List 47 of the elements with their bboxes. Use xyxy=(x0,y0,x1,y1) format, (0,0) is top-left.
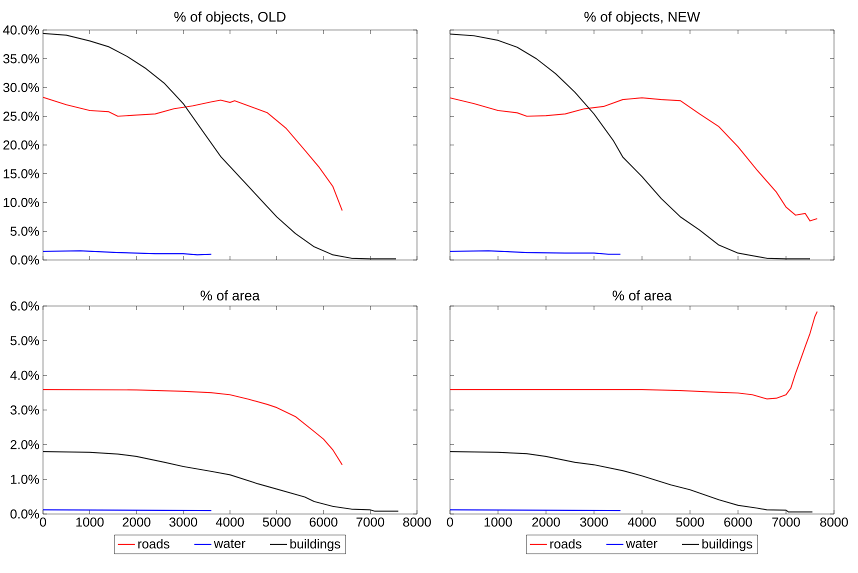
legend-label: roads xyxy=(138,538,170,548)
x-tick-label: 2000 xyxy=(122,518,150,527)
y-tick-label: 6.0% xyxy=(10,301,40,311)
y-tick-label: 0.0% xyxy=(10,255,40,265)
x-tick-label: 1000 xyxy=(76,518,104,527)
y-tick-label: 30.0% xyxy=(3,82,40,92)
x-tick-label: 0 xyxy=(446,518,454,527)
line-series xyxy=(43,96,343,212)
x-tick-label: 0 xyxy=(40,518,46,527)
x-tick-label: 7000 xyxy=(356,518,384,527)
y-tick-label: 5.0% xyxy=(10,336,40,346)
chart-title: % of area xyxy=(612,290,672,300)
chart-title: % of objects, NEW xyxy=(584,11,700,24)
y-tick-label: 10.0% xyxy=(4,198,40,208)
y-tick-label: 25.0% xyxy=(3,112,40,121)
x-tick-label: 3000 xyxy=(580,518,608,527)
y-tick-label: 0.0% xyxy=(10,509,40,519)
chart-title: % of area xyxy=(200,290,260,300)
legend-label: buildings xyxy=(290,538,340,552)
line-series xyxy=(43,451,399,512)
x-tick-label: 4000 xyxy=(628,518,656,527)
x-tick-label: 3000 xyxy=(169,518,198,527)
chart-title: % of objects, OLD xyxy=(174,11,286,24)
y-tick-label: 15.0% xyxy=(4,169,40,178)
y-tick-label: 5.0% xyxy=(10,226,40,236)
line-series xyxy=(43,389,343,466)
x-tick-label: 8000 xyxy=(820,518,848,527)
x-tick-label: 5000 xyxy=(262,518,291,527)
x-tick-label: 2000 xyxy=(532,518,560,527)
y-tick-label: 4.0% xyxy=(10,370,40,380)
y-tick-label: 3.0% xyxy=(10,405,40,415)
y-tick-label: 35.0% xyxy=(3,54,40,64)
x-tick-label: 8000 xyxy=(403,518,431,527)
y-tick-label: 1.0% xyxy=(10,474,40,484)
x-tick-label: 6000 xyxy=(724,518,752,527)
y-tick-label: 2.0% xyxy=(10,440,40,450)
legend-label: buildings xyxy=(702,538,752,552)
x-tick-label: 1000 xyxy=(484,518,512,527)
x-tick-label: 4000 xyxy=(216,518,244,527)
legend-label: water xyxy=(214,539,246,548)
legend-label: roads xyxy=(550,538,582,548)
y-tick-label: 40.0% xyxy=(3,25,40,35)
legend-label: water xyxy=(626,539,658,548)
y-tick-label: 20.0% xyxy=(3,140,40,150)
x-tick-label: 5000 xyxy=(676,518,704,527)
x-tick-label: 7000 xyxy=(772,518,800,527)
x-tick-label: 6000 xyxy=(310,518,338,527)
